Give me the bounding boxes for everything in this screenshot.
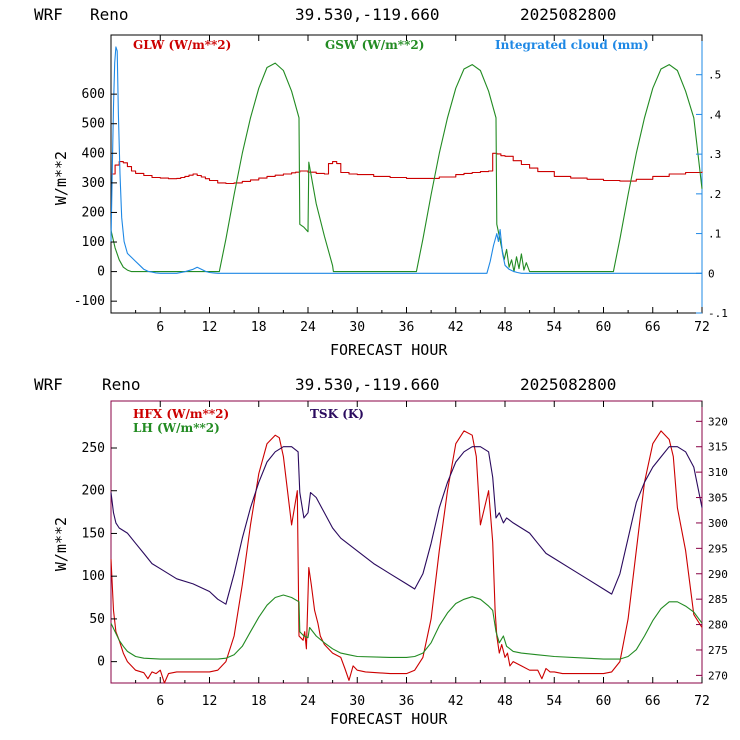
bottom-x-tick-label: 12 — [202, 694, 218, 709]
bottom-plot-frame — [110, 400, 703, 684]
bottom-y2-tick-label: 270 — [708, 669, 728, 682]
top-x-tick-label: 72 — [694, 320, 710, 335]
top-x-axis-label: FORECAST HOUR — [330, 341, 448, 359]
bottom-y2-tick-label: 315 — [708, 441, 728, 454]
top-y-tick-label: 100 — [82, 235, 105, 250]
top-x-tick-label: 12 — [202, 320, 218, 335]
top-x-tick-label: 54 — [546, 320, 562, 335]
bottom-y2-tick-label: 285 — [708, 593, 728, 606]
bottom-series-lines — [110, 430, 703, 684]
bottom-x-tick-label: 54 — [546, 694, 562, 709]
top-y-tick-label: 0 — [97, 265, 105, 280]
bottom-x-tick-label: 30 — [349, 694, 365, 709]
top-y2-tick-label: -.1 — [708, 307, 728, 320]
top-y-tick-label: -100 — [74, 294, 105, 309]
top-header-model: WRF — [34, 5, 63, 24]
bottom-y2-tick-label: 280 — [708, 619, 728, 632]
bottom-x-tick-label: 6 — [156, 694, 164, 709]
top-y-tick-label: 300 — [82, 176, 105, 191]
bottom-y2-tick-label: 305 — [708, 492, 728, 505]
top-y-tick-label: 500 — [82, 117, 105, 132]
bottom-header-site: Reno — [102, 375, 141, 394]
top-x-ticks: 6 12 18 24 30 36 42 48 54 60 66 72 — [135, 35, 710, 335]
bottom-y2-tick-label: 310 — [708, 466, 728, 479]
top-series-lines — [110, 46, 703, 274]
top-x-tick-label: 24 — [300, 320, 316, 335]
bottom-y-tick-label: 200 — [82, 484, 105, 499]
top-y-tick-label: 200 — [82, 205, 105, 220]
bottom-y2-ticks: 270 275 280 285 290 295 300 305 310 315 320 — [696, 415, 728, 682]
bottom-x-tick-label: 36 — [399, 694, 415, 709]
bottom-series-hfx-line — [110, 430, 703, 684]
top-x-tick-label: 6 — [156, 320, 164, 335]
top-x-tick-label: 66 — [645, 320, 661, 335]
top-series-glw-line — [111, 152, 703, 185]
bottom-x-ticks: 6 12 18 24 30 36 42 48 54 60 66 72 — [135, 401, 710, 709]
top-y2-tick-label: .2 — [708, 188, 721, 201]
top-y2-tick-label: 0 — [708, 267, 715, 280]
top-y-ticks: -100 0 100 200 300 400 500 600 — [74, 87, 117, 309]
top-series-gsw-line — [110, 62, 703, 273]
bottom-x-tick-label: 42 — [448, 694, 464, 709]
top-header-run: 2025082800 — [520, 5, 616, 24]
bottom-y-tick-label: 250 — [82, 441, 105, 456]
bottom-panel: WRF Reno 39.530,-119.660 2025082800 6 12 1… — [34, 375, 728, 728]
top-y2-tick-label: .4 — [708, 108, 722, 121]
top-y2-tick-label: .3 — [708, 148, 721, 161]
bottom-x-tick-label: 60 — [596, 694, 612, 709]
bottom-header-model: WRF — [34, 375, 63, 394]
bottom-x-tick-label: 24 — [300, 694, 316, 709]
bottom-x-tick-label: 72 — [694, 694, 710, 709]
bottom-y2-tick-label: 295 — [708, 542, 728, 555]
top-x-tick-label: 42 — [448, 320, 464, 335]
top-legend-glw: GLW (W/m**2) — [133, 38, 231, 52]
top-y-axis-label: W/m**2 — [52, 151, 70, 205]
bottom-y2-tick-label: 320 — [708, 415, 728, 428]
bottom-y2-tick-label: 290 — [708, 568, 728, 581]
bottom-header-run: 2025082800 — [520, 375, 616, 394]
bottom-legend-lh: LH (W/m**2) — [133, 421, 220, 435]
bottom-y-tick-label: 100 — [82, 569, 105, 584]
bottom-y-axis-label: W/m**2 — [52, 517, 70, 571]
top-legend-cloud: Integrated cloud (mm) — [495, 38, 649, 52]
bottom-legend-hfx: HFX (W/m**2) — [133, 407, 229, 421]
top-y-tick-label: 600 — [82, 87, 105, 102]
bottom-y2-tick-label: 275 — [708, 644, 728, 657]
bottom-y-ticks: 0 50 100 150 200 250 — [82, 441, 117, 670]
top-series-integrated-line — [110, 46, 702, 274]
bottom-legend-tsk: TSK (K) — [310, 407, 364, 421]
top-x-tick-label: 30 — [349, 320, 365, 335]
top-x-tick-label: 60 — [596, 320, 612, 335]
top-panel: WRF Reno 39.530,-119.660 2025082800 6 12 1… — [34, 5, 728, 359]
bottom-series-tsk-line — [110, 446, 703, 605]
top-y2-tick-label: .1 — [708, 228, 721, 241]
top-y2-tick-label: .5 — [708, 69, 721, 82]
bottom-x-tick-label: 66 — [645, 694, 661, 709]
top-legend-gsw: GSW (W/m**2) — [325, 38, 424, 52]
bottom-x-tick-label: 48 — [497, 694, 513, 709]
bottom-x-tick-label: 18 — [251, 694, 267, 709]
bottom-y2-tick-label: 300 — [708, 517, 728, 530]
bottom-y-tick-label: 50 — [89, 612, 105, 627]
bottom-y-tick-label: 150 — [82, 526, 105, 541]
bottom-x-axis-label: FORECAST HOUR — [330, 710, 448, 728]
top-x-tick-label: 18 — [251, 320, 267, 335]
top-x-tick-label: 48 — [497, 320, 513, 335]
top-y-tick-label: 400 — [82, 146, 105, 161]
bottom-series-lh-line — [110, 594, 703, 660]
top-x-tick-label: 36 — [399, 320, 415, 335]
top-y2-ticks: -.1 0 .1 .2 .3 .4 .5 — [696, 69, 728, 320]
bottom-header-coords: 39.530,-119.660 — [295, 375, 440, 394]
top-header-site: Reno — [90, 5, 129, 24]
bottom-y-tick-label: 0 — [97, 655, 105, 670]
top-header-coords: 39.530,-119.660 — [295, 5, 440, 24]
